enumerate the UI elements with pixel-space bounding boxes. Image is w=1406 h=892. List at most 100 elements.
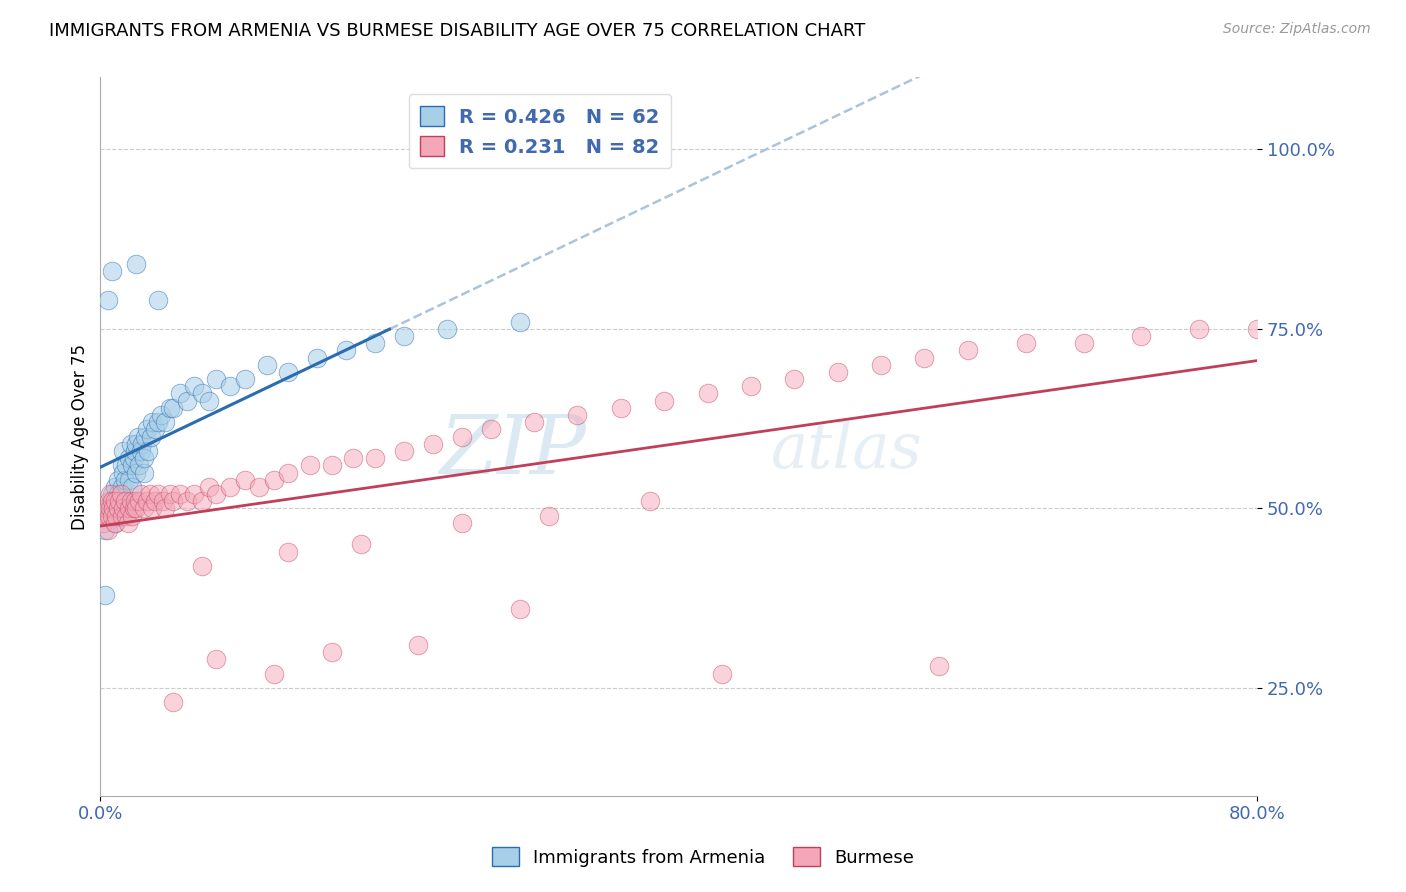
Point: [124, 444, 146, 458]
Point: [827, 365, 849, 379]
Point: [197, 480, 219, 494]
Point: [100, 487, 122, 501]
Point: [205, 372, 228, 386]
Point: [1130, 329, 1153, 343]
Point: [148, 415, 170, 429]
Point: [408, 638, 430, 652]
Point: [349, 537, 371, 551]
Point: [162, 401, 184, 415]
Point: [143, 422, 166, 436]
Point: [870, 358, 893, 372]
Point: [335, 343, 357, 358]
Point: [112, 466, 135, 480]
Point: [148, 487, 170, 501]
Point: [114, 494, 136, 508]
Point: [205, 652, 228, 666]
Point: [115, 494, 138, 508]
Point: [364, 336, 387, 351]
Point: [141, 415, 163, 429]
Point: [104, 494, 127, 508]
Text: atlas: atlas: [772, 420, 922, 482]
Point: [148, 293, 170, 307]
Point: [128, 458, 150, 473]
Point: [120, 437, 142, 451]
Point: [115, 458, 138, 473]
Point: [509, 315, 531, 329]
Point: [392, 444, 415, 458]
Point: [169, 487, 191, 501]
Point: [652, 393, 675, 408]
Point: [152, 494, 174, 508]
Legend: Immigrants from Armenia, Burmese: Immigrants from Armenia, Burmese: [485, 840, 921, 874]
Point: [100, 501, 122, 516]
Point: [1246, 322, 1268, 336]
Point: [122, 501, 145, 516]
Point: [159, 401, 181, 415]
Point: [914, 351, 936, 365]
Point: [277, 544, 299, 558]
Point: [436, 322, 458, 336]
Point: [183, 487, 205, 501]
Point: [134, 429, 156, 443]
Point: [162, 494, 184, 508]
Point: [132, 501, 155, 516]
Point: [143, 494, 166, 508]
Point: [277, 365, 299, 379]
Point: [190, 494, 212, 508]
Point: [263, 666, 285, 681]
Point: [190, 386, 212, 401]
Point: [97, 523, 120, 537]
Point: [159, 487, 181, 501]
Point: [111, 480, 134, 494]
Point: [117, 501, 139, 516]
Point: [450, 516, 472, 530]
Point: [190, 558, 212, 573]
Point: [176, 393, 198, 408]
Point: [132, 451, 155, 466]
Point: [183, 379, 205, 393]
Point: [135, 422, 157, 436]
Point: [121, 508, 143, 523]
Point: [105, 501, 128, 516]
Point: [141, 501, 163, 516]
Point: [162, 695, 184, 709]
Point: [110, 487, 132, 501]
Point: [129, 487, 152, 501]
Point: [104, 516, 127, 530]
Point: [120, 494, 142, 508]
Point: [523, 415, 546, 429]
Point: [111, 508, 134, 523]
Point: [132, 466, 155, 480]
Point: [107, 473, 129, 487]
Point: [125, 466, 148, 480]
Point: [263, 473, 285, 487]
Point: [121, 458, 143, 473]
Point: [125, 437, 148, 451]
Point: [124, 494, 146, 508]
Point: [97, 501, 120, 516]
Point: [103, 494, 125, 508]
Point: [117, 516, 139, 530]
Point: [155, 415, 177, 429]
Point: [105, 508, 128, 523]
Point: [233, 372, 256, 386]
Point: [696, 386, 718, 401]
Point: [138, 487, 160, 501]
Point: [129, 444, 152, 458]
Point: [139, 429, 162, 443]
Point: [136, 444, 159, 458]
Point: [101, 494, 124, 508]
Point: [219, 379, 242, 393]
Point: [422, 437, 444, 451]
Point: [321, 645, 343, 659]
Point: [100, 508, 122, 523]
Point: [118, 501, 141, 516]
Point: [1073, 336, 1095, 351]
Point: [205, 487, 228, 501]
Y-axis label: Disability Age Over 75: Disability Age Over 75: [72, 343, 89, 530]
Point: [91, 516, 114, 530]
Point: [93, 588, 115, 602]
Point: [125, 257, 148, 271]
Point: [277, 466, 299, 480]
Point: [135, 494, 157, 508]
